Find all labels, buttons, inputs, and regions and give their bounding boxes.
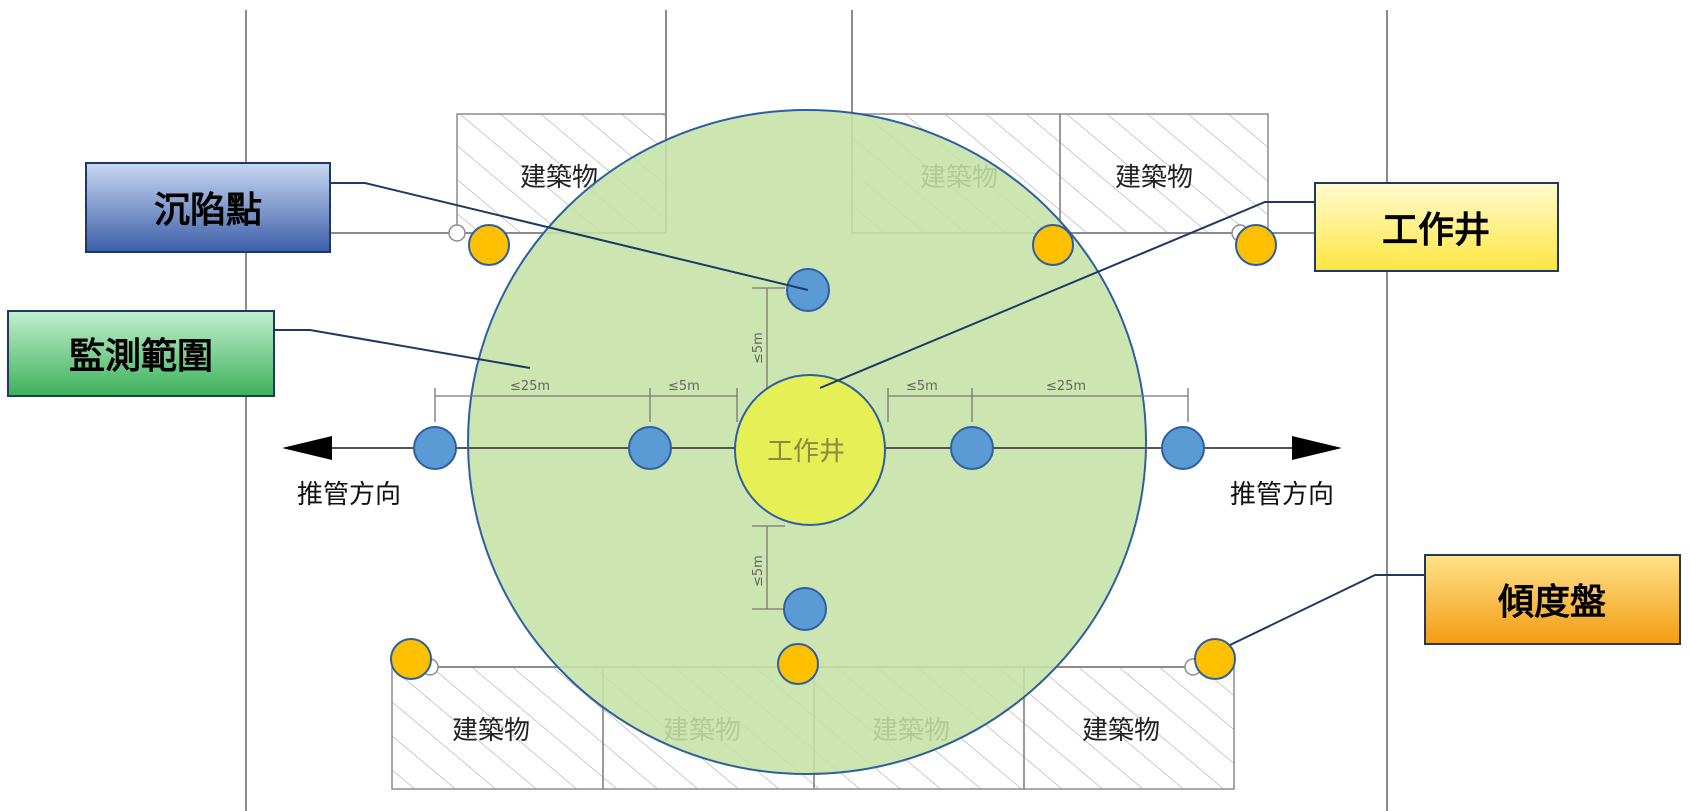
settlement-point: [413, 426, 457, 470]
building-label: 建築物: [520, 163, 598, 193]
tiltmeter-point: [468, 224, 510, 266]
building-label: 建築物: [1082, 716, 1160, 746]
building-bottom-4: [1023, 666, 1235, 790]
dimension-label: ≤25m: [1046, 379, 1086, 394]
tiltmeter-point: [1032, 224, 1074, 266]
callout-settlement-point: 沉陷點: [85, 162, 331, 253]
building-bottom-1: [391, 666, 604, 790]
dimension-label: ≤5m: [751, 332, 766, 364]
callout-working-shaft-label: 工作井: [1382, 210, 1490, 251]
dimension-label: ≤5m: [668, 379, 700, 394]
dimension-label: ≤5m: [906, 379, 938, 394]
tiltmeter-point: [390, 638, 432, 680]
callout-monitoring-range-label: 監測範圍: [69, 336, 213, 377]
building-label: 建築物: [1115, 163, 1193, 193]
jacking-direction-right: 推管方向: [1230, 480, 1334, 510]
tiltmeter-point: [1235, 224, 1277, 266]
tiltmeter-point: [1194, 638, 1236, 680]
building-label: 建築物: [452, 716, 530, 746]
working-shaft-label: 工作井: [767, 437, 845, 467]
settlement-point: [628, 426, 672, 470]
tiltmeter-point: [777, 643, 819, 685]
jacking-direction-left: 推管方向: [297, 480, 401, 510]
arrow-right-icon: [1292, 436, 1342, 460]
leader-lines: [274, 182, 1425, 646]
tiltmeters: [390, 224, 1277, 685]
working-shaft: [734, 374, 886, 526]
callout-tiltmeter-label: 傾度盤: [1497, 582, 1606, 623]
settlement-point: [1161, 426, 1205, 470]
dimension-label: ≤25m: [510, 379, 550, 394]
settlement-point: [783, 587, 827, 631]
callout-tiltmeter: 傾度盤: [1424, 554, 1681, 645]
settlement-point: [950, 426, 994, 470]
arrow-left-icon: [282, 436, 332, 460]
dimension-label: ≤5m: [751, 555, 766, 587]
callout-settlement-point-label: 沉陷點: [154, 190, 262, 231]
dimension-lines: [434, 287, 1189, 610]
callout-working-shaft: 工作井: [1314, 182, 1559, 272]
callout-monitoring-range: 監測範圍: [7, 310, 275, 397]
building-top-right: [1059, 113, 1269, 234]
